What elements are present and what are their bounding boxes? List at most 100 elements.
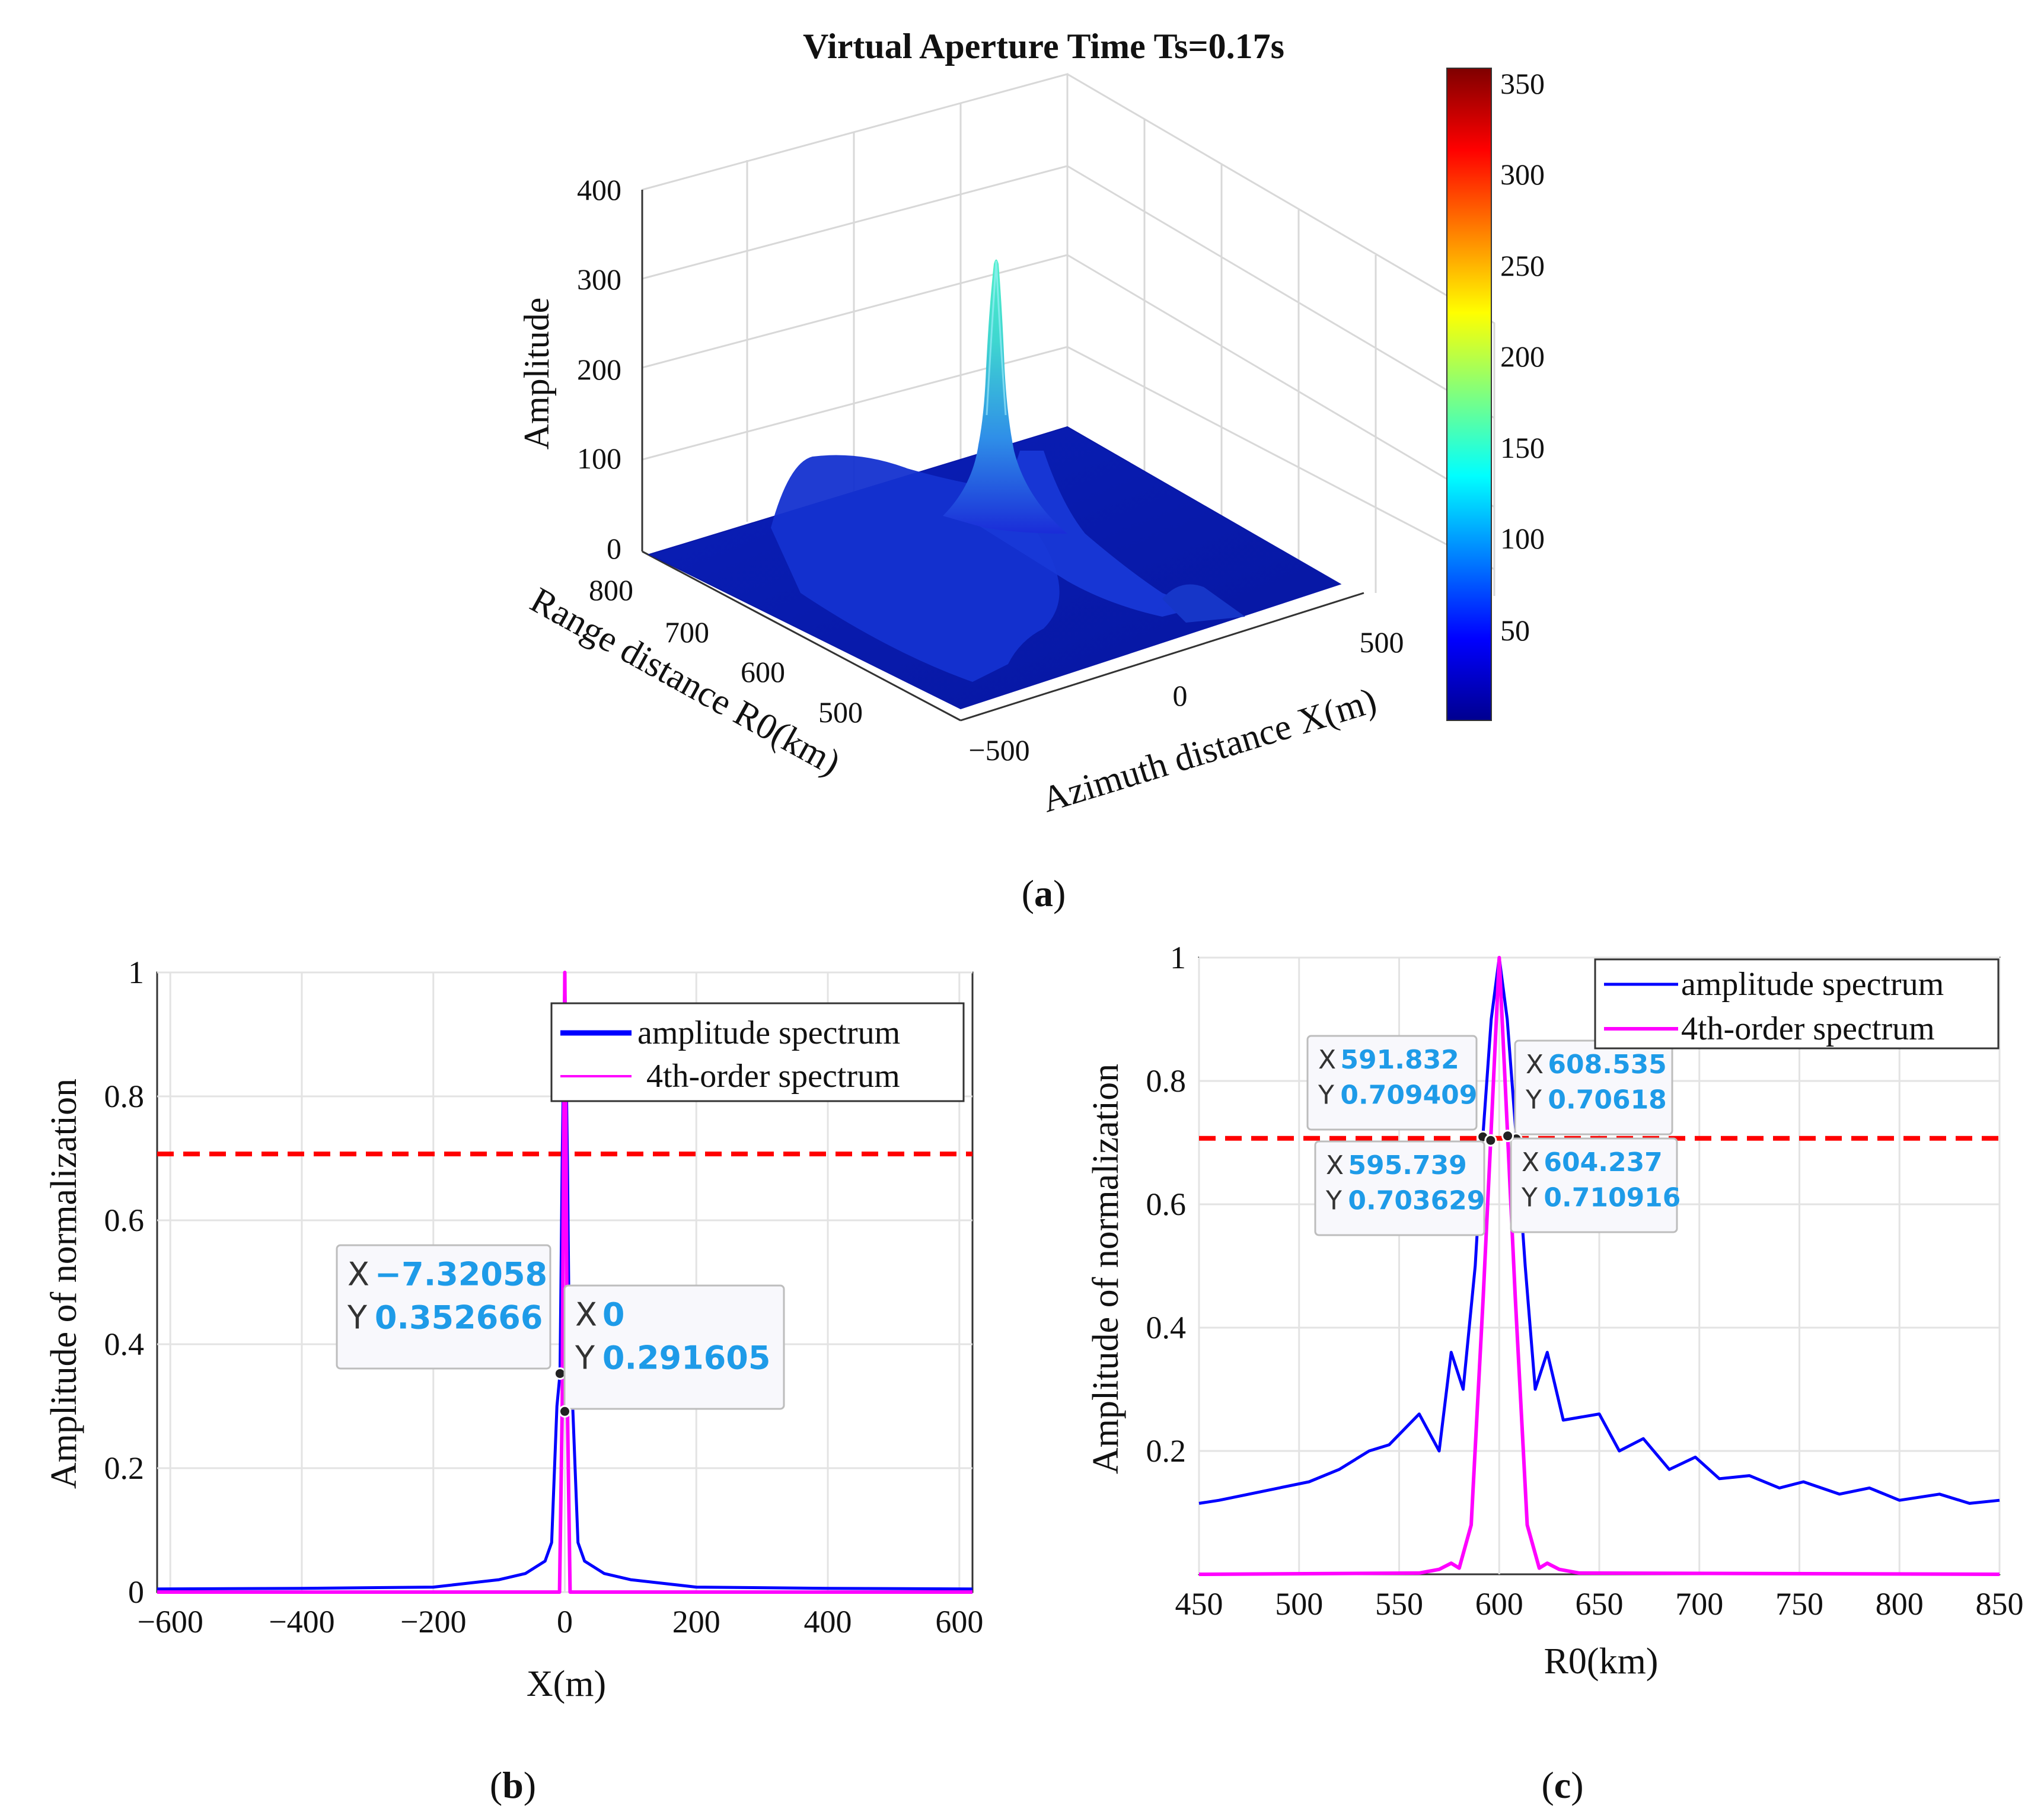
datatip-x-value: −7.32058 (375, 1256, 547, 1293)
datatip-x-label: X (1526, 1050, 1544, 1080)
y-axis-label: Amplitude of normalization (44, 1079, 84, 1489)
legend-entry: 4th-order spectrum (1681, 1010, 1935, 1047)
x-tick-label: 550 (1375, 1586, 1423, 1622)
x-tick-label: −500 (968, 733, 1029, 767)
series-line-fourth-order (1198, 956, 2000, 1576)
y-tick-label: 0.2 (1146, 1433, 1187, 1469)
legend-entry: amplitude spectrum (637, 1015, 900, 1051)
colorbar-tick-label: 100 (1500, 522, 1545, 555)
datatip-marker (1501, 1130, 1514, 1143)
colorbar-tick-label: 350 (1500, 67, 1545, 100)
y-tick-label: 0.6 (1146, 1187, 1187, 1222)
x-tick-label: 650 (1576, 1586, 1624, 1622)
datatip-y-value: 0.709409 (1340, 1080, 1477, 1110)
datatip-x-label: X (347, 1256, 369, 1293)
datatip-marker (559, 1405, 571, 1418)
z-tick-label: 300 (577, 263, 621, 296)
x-axis-label: R0(km) (1544, 1641, 1659, 1682)
panel-a-box (641, 73, 1495, 596)
z-axis-label: Amplitude (517, 298, 556, 450)
z-tick-label: 200 (577, 353, 621, 386)
x-tick-label: 0 (1173, 679, 1188, 712)
datatip-marker (1484, 1134, 1497, 1147)
datatip-x-value: 608.535 (1548, 1050, 1666, 1080)
y-axis-label: Amplitude of normalization (1086, 1064, 1126, 1474)
x-tick-label: 500 (1275, 1586, 1323, 1622)
panel-label: (b) (490, 1764, 536, 1806)
datatip-y-value: 0.291605 (602, 1339, 771, 1376)
panel-a-x-ticks: −500 0 500 (968, 626, 1404, 767)
x-tick-label: 600 (1475, 1586, 1523, 1622)
datatip-x-value: 591.832 (1340, 1045, 1459, 1075)
datatip-y-label: Y (1325, 1185, 1342, 1216)
tick-labels: −600 −400 −200 0 200 400 600 0 0.2 0.4 0.6 0.8 1 (104, 955, 984, 1640)
y-tick-label: 800 (589, 573, 633, 607)
y-tick-label: 0.2 (104, 1450, 145, 1486)
x-tick-label: 200 (672, 1604, 720, 1640)
y-tick-label: 500 (818, 696, 863, 729)
datatip-x-label: X (575, 1296, 597, 1334)
panel-a-axes (641, 190, 1364, 722)
x-tick-label: 0 (557, 1604, 573, 1640)
x-tick-label: 450 (1175, 1586, 1223, 1622)
colorbar-tick-label: 300 (1500, 158, 1545, 191)
datatip-box (336, 1244, 551, 1370)
panel-a: 0 100 200 300 400 Amplitude 800 700 600 … (517, 27, 1545, 914)
x-tick-label: 400 (804, 1604, 852, 1640)
datatip-x-value: 595.739 (1348, 1150, 1466, 1181)
datatip: X 0Y 0.291605 (559, 1284, 785, 1418)
y-tick-label: 600 (741, 655, 785, 688)
y-tick-label: 700 (665, 615, 709, 649)
panel-a-y-ticks: 800 700 600 500 (589, 573, 863, 729)
datatip-y-value: 0.70618 (1548, 1085, 1666, 1115)
datatip-y-value: 0.352666 (375, 1299, 543, 1336)
datatip-y-value: 0.710916 (1544, 1182, 1681, 1213)
datatip-x-label: X (1326, 1150, 1344, 1181)
x-axis-label: Azimuth distance X(m) (1037, 680, 1381, 820)
datatip-x-value: 604.237 (1544, 1147, 1662, 1178)
y-tick-label: 1 (128, 955, 144, 990)
y-tick-label: 0.4 (1146, 1310, 1187, 1345)
colorbar-tick-label: 250 (1500, 249, 1545, 282)
panel-a-z-ticks: 0 100 200 300 400 (577, 173, 621, 565)
y-tick-label: 0.8 (104, 1079, 145, 1114)
colorbar-tick-label: 50 (1500, 614, 1530, 647)
x-axis-label: X(m) (527, 1664, 606, 1704)
x-tick-label: 700 (1675, 1586, 1723, 1622)
legend-entry: amplitude spectrum (1681, 966, 1944, 1003)
datatip-box (1514, 1039, 1673, 1136)
y-tick-label: 0.6 (104, 1203, 145, 1238)
datatip-x-label: X (1318, 1045, 1336, 1075)
datatip-y-value: 0.703629 (1348, 1185, 1485, 1216)
x-tick-label: 800 (1876, 1586, 1924, 1622)
datatip-box (1314, 1140, 1485, 1236)
legend: amplitude spectrum 4th-order spectrum (1594, 958, 2000, 1050)
x-tick-label: −600 (137, 1604, 203, 1640)
series-line-amplitude (1198, 956, 2000, 1505)
y-tick-label: 0.4 (104, 1326, 145, 1362)
x-tick-label: −400 (269, 1604, 334, 1640)
datatip-box (563, 1284, 785, 1410)
panel-label: (a) (1022, 872, 1066, 914)
panel-label: (c) (1541, 1764, 1583, 1806)
y-tick-label: 0 (128, 1574, 144, 1610)
datatip-box (1306, 1035, 1478, 1131)
y-tick-label: 1 (1170, 940, 1186, 975)
datatip-x-label: X (1522, 1147, 1539, 1178)
series-line-fourth-order (157, 971, 972, 1594)
legend: amplitude spectrum 4th-order spectrum (550, 1002, 965, 1102)
x-tick-label: 850 (1976, 1586, 2024, 1622)
datatip-y-label: Y (1525, 1085, 1542, 1115)
chart-title: Virtual Aperture Time Ts=0.17s (803, 27, 1284, 66)
datatip-x-value: 0 (602, 1296, 625, 1334)
x-tick-label: 500 (1360, 626, 1404, 659)
